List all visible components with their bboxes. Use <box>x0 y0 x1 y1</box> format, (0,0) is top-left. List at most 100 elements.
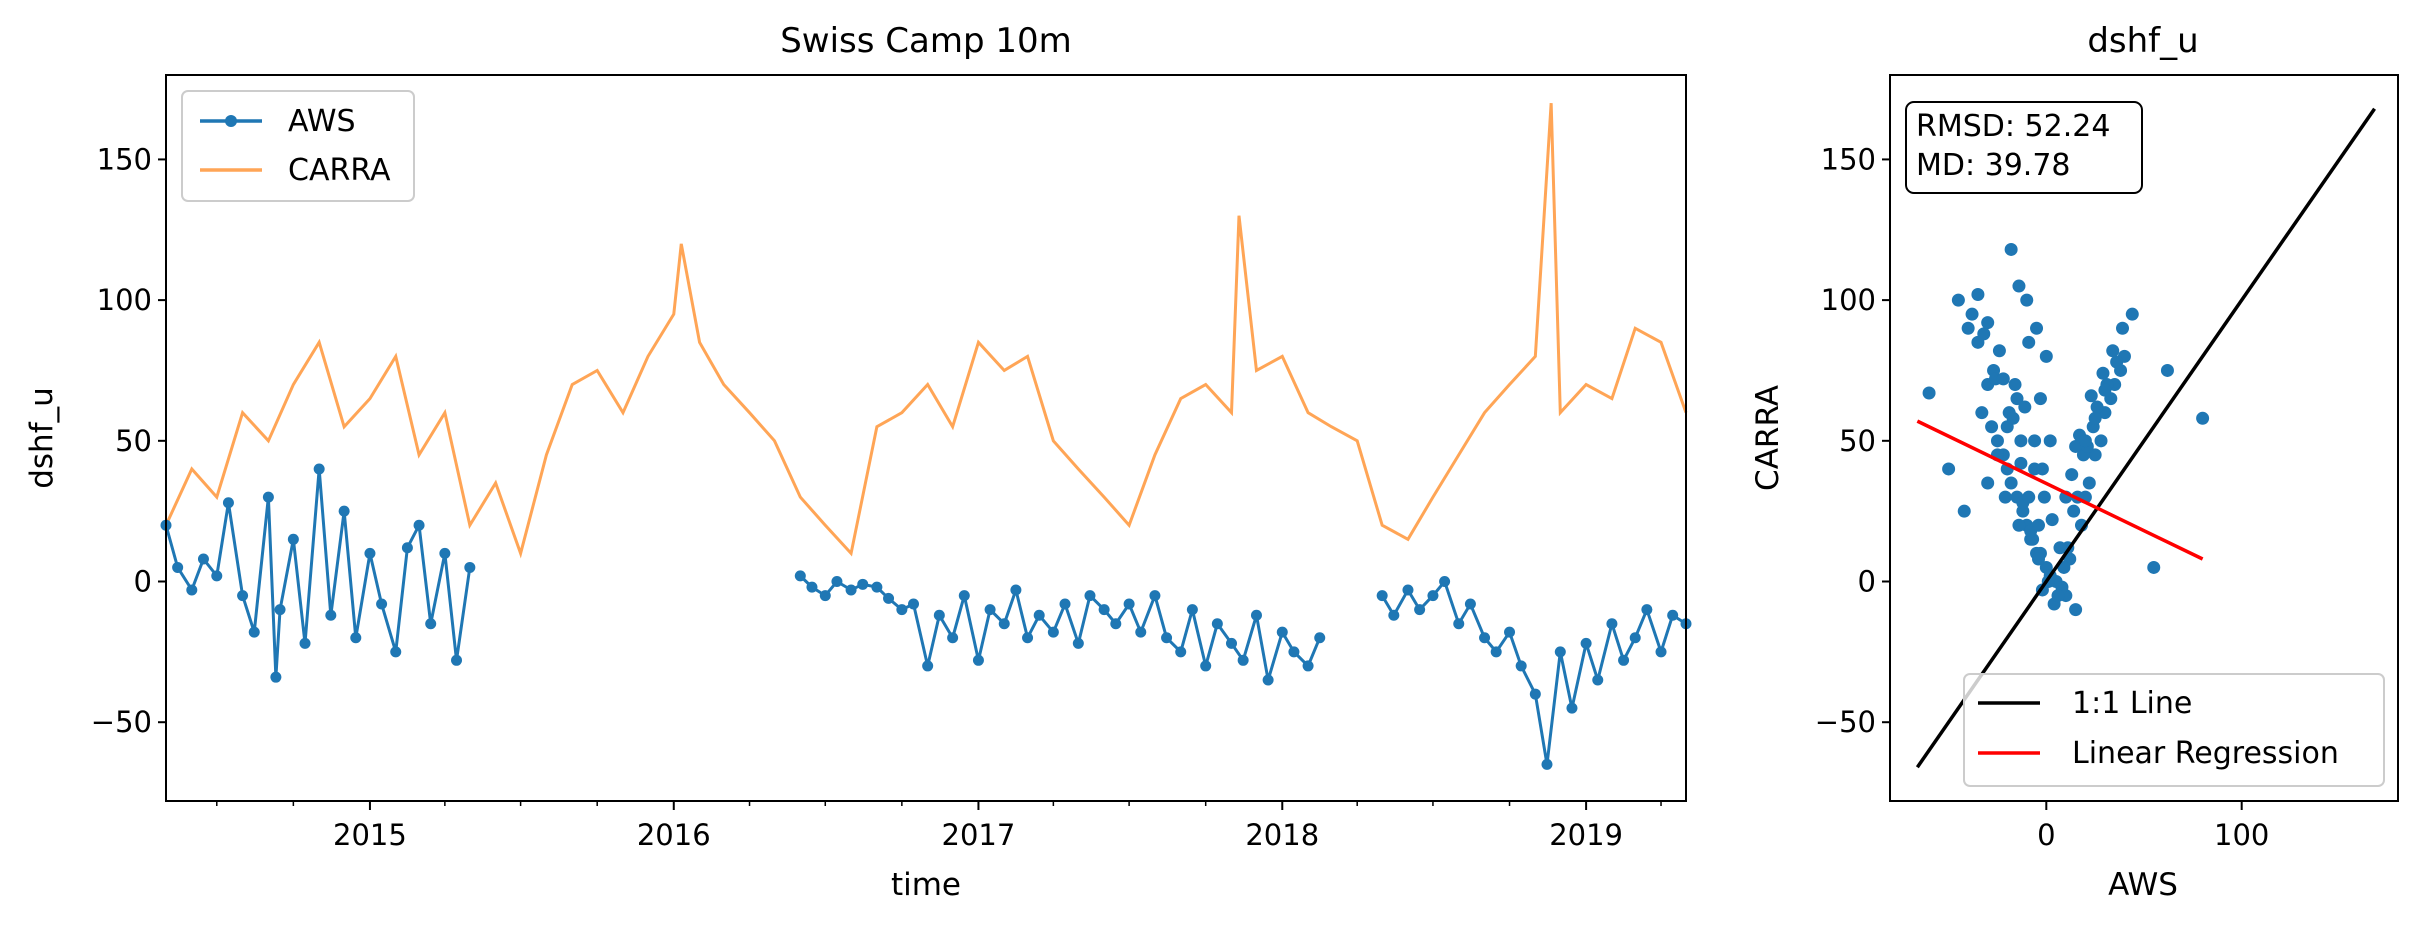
scatter-point <box>2110 355 2124 369</box>
aws-point <box>1047 626 1059 638</box>
aws-point <box>1237 654 1249 666</box>
scatter-point <box>2028 434 2042 448</box>
aws-point <box>1566 702 1578 714</box>
aws-point <box>1388 609 1400 621</box>
aws-point <box>1084 590 1096 602</box>
timeseries-x-label: time <box>891 867 961 903</box>
scatter-point <box>2094 434 2108 448</box>
aws-point <box>1402 584 1414 596</box>
scatter-point <box>2004 242 2018 256</box>
scatter-y-axis: −50 0 50 100 150 <box>1815 142 1890 739</box>
aws-point <box>390 646 402 658</box>
aws-point <box>262 491 274 503</box>
scatter-point <box>1922 386 1936 400</box>
scatter-point <box>1992 344 2006 358</box>
scatter-point <box>2008 378 2022 392</box>
aws-point <box>1135 626 1147 638</box>
scatter-point <box>1998 490 2012 504</box>
aws-point <box>274 604 286 616</box>
aws-point <box>1592 674 1604 686</box>
aws-point <box>922 660 934 672</box>
scatter-point <box>2031 552 2045 566</box>
scatter-point <box>2004 476 2018 490</box>
scatter-point <box>2147 560 2161 574</box>
aws-point <box>1010 584 1022 596</box>
identity-line <box>1915 107 2376 769</box>
scatter-plot-area <box>1915 107 2376 769</box>
aws-point <box>248 626 260 638</box>
scatter-point <box>1977 327 1991 341</box>
timeseries-panel: Swiss Camp 10m −50 0 50 100 150 2015 2016 2017… <box>24 21 1692 903</box>
aws-point <box>1098 604 1110 616</box>
aws-point <box>1186 604 1198 616</box>
scatter-point <box>2033 392 2047 406</box>
aws-point <box>1529 688 1541 700</box>
carra-line <box>164 103 1688 559</box>
scatter-point <box>2065 468 2079 482</box>
scatter-point <box>2098 383 2112 397</box>
scatter-point <box>1942 462 1956 476</box>
regression-line <box>1916 419 2204 561</box>
scatter-point <box>2031 518 2045 532</box>
aws-point <box>1175 646 1187 658</box>
aws-point <box>1453 618 1465 630</box>
scatter-point <box>2022 490 2036 504</box>
aws-point <box>1618 654 1630 666</box>
timeseries-legend: AWS CARRA <box>181 90 415 202</box>
x-tick-label: 2015 <box>333 818 407 852</box>
aws-point <box>1479 632 1491 644</box>
aws-point <box>1314 632 1326 644</box>
aws-point <box>1110 618 1122 630</box>
scatter-point <box>2078 434 2092 448</box>
aws-point <box>998 618 1010 630</box>
aws-point <box>1022 632 1034 644</box>
scatter-point <box>2090 400 2104 414</box>
aws-point <box>1464 598 1476 610</box>
scatter-point <box>2035 462 2049 476</box>
aws-point <box>1211 618 1223 630</box>
aws-point <box>211 570 223 582</box>
aws-point <box>1225 637 1237 649</box>
scatter-point <box>2039 349 2053 363</box>
scatter-point <box>2069 439 2083 453</box>
scatter-x-tick-label: 0 <box>2037 818 2055 852</box>
scatter-point <box>2030 321 2044 335</box>
aws-point <box>958 590 970 602</box>
series-aws <box>160 463 1692 770</box>
scatter-point <box>2022 335 2036 349</box>
scatter-point <box>1975 406 1989 420</box>
scatter-point <box>2010 392 2024 406</box>
scatter-point <box>1981 316 1995 330</box>
scatter-point <box>2012 518 2026 532</box>
scatter-point <box>2196 411 2210 425</box>
aws-point <box>1655 646 1667 658</box>
aws-point <box>1427 590 1439 602</box>
timeseries-x-axis: 2015 2016 2017 2018 2019 <box>216 801 1662 852</box>
scatter-point <box>2018 400 2032 414</box>
aws-point <box>1554 646 1566 658</box>
scatter-point <box>1996 372 2010 386</box>
series-carra <box>164 103 1688 559</box>
scatter-y-tick-label: 100 <box>1821 283 1876 317</box>
scatter-y-tick-label: −50 <box>1815 705 1876 739</box>
legend-identity-label: 1:1 Line <box>2072 686 2192 721</box>
scatter-point <box>2082 476 2096 490</box>
aws-point <box>451 654 463 666</box>
scatter-point <box>1957 504 1971 518</box>
aws-point <box>364 547 376 559</box>
scatter-point <box>2037 490 2051 504</box>
aws-point <box>299 637 311 649</box>
aws-point <box>222 497 234 509</box>
scatter-point <box>2096 366 2110 380</box>
legend-aws-marker <box>225 115 237 127</box>
aws-point <box>1376 590 1388 602</box>
aws-point <box>1262 674 1274 686</box>
x-tick-label: 2016 <box>637 818 711 852</box>
scatter-point <box>1951 293 1965 307</box>
aws-point <box>197 553 209 565</box>
stats-rmsd: RMSD: 52.24 <box>1916 109 2110 144</box>
scatter-panel: dshf_u −50 0 50 100 150 0 100 AWS CARRA RMSD:… <box>1750 21 2399 903</box>
aws-point <box>806 581 818 593</box>
scatter-x-tick-label: 100 <box>2214 818 2269 852</box>
stats-annotation: RMSD: 52.24 MD: 39.78 <box>1905 101 2143 194</box>
